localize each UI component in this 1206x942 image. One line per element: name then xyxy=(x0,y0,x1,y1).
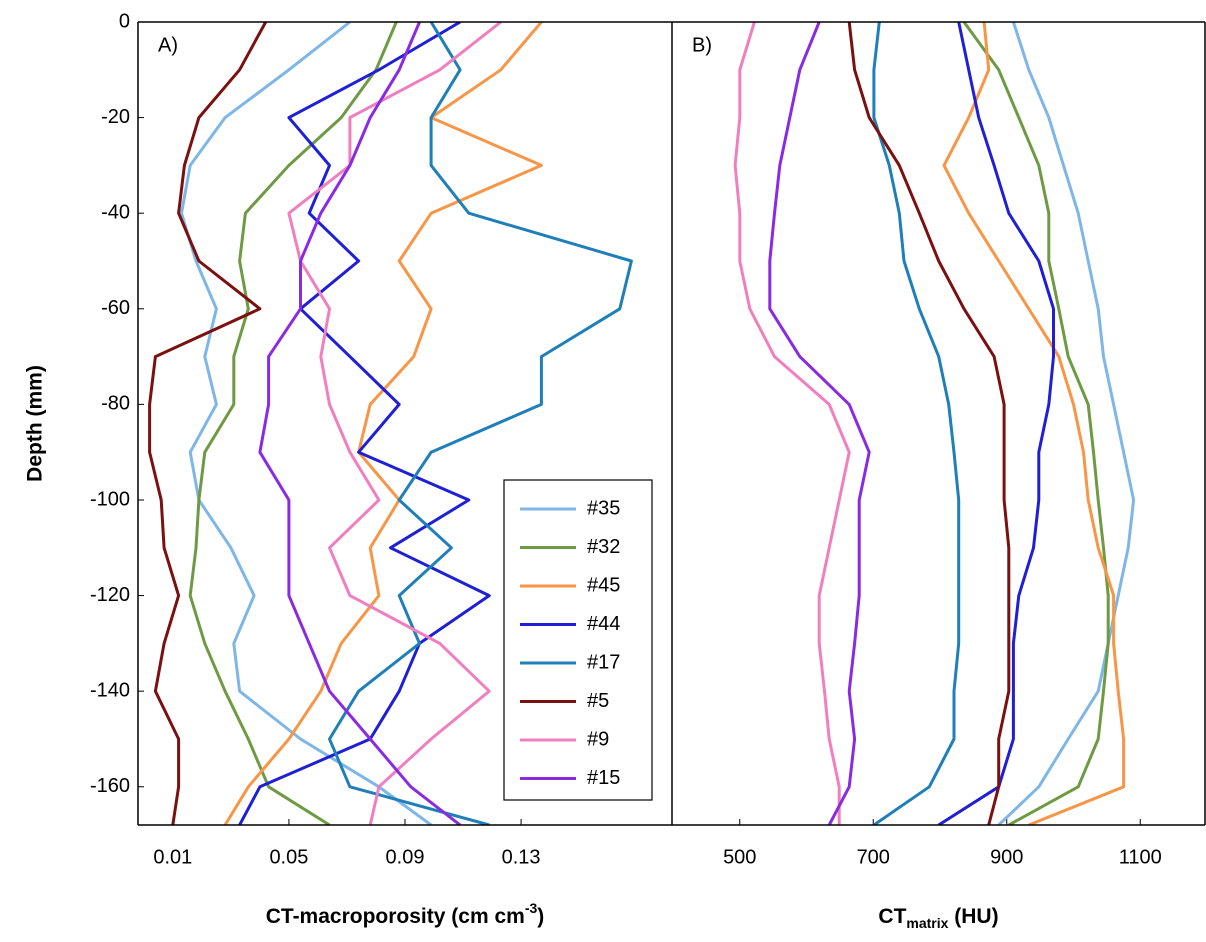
x-axis-label-part: matrix xyxy=(906,915,948,931)
series-line xyxy=(847,22,1011,825)
legend-label: #15 xyxy=(587,767,620,789)
y-tick-label: -60 xyxy=(101,297,130,319)
series-line xyxy=(258,22,462,825)
x-tick-label: 0.05 xyxy=(269,846,308,868)
x-tick-label: 0.13 xyxy=(502,846,541,868)
x-axis-label: CTmatrix (HU) xyxy=(878,905,998,931)
x-axis-label-part: ) xyxy=(537,905,544,928)
series-line xyxy=(188,22,398,825)
series-line xyxy=(997,22,1136,825)
x-tick-label: 700 xyxy=(857,846,890,868)
panel-label: A) xyxy=(158,34,178,56)
series-line xyxy=(962,22,1110,825)
series-line xyxy=(180,22,432,825)
series-line xyxy=(223,22,543,825)
y-tick-label: -140 xyxy=(90,679,130,701)
x-tick-label: 500 xyxy=(723,846,756,868)
series-line xyxy=(287,22,502,825)
y-tick-label: -20 xyxy=(101,106,130,128)
legend-label: #9 xyxy=(587,728,609,750)
y-tick-label: -40 xyxy=(101,201,130,223)
x-tick-label: 1100 xyxy=(1119,846,1162,868)
legend-label: #45 xyxy=(587,574,620,596)
x-tick-label: 900 xyxy=(990,846,1023,868)
series-line xyxy=(942,22,1126,825)
y-tick-label: 0 xyxy=(119,10,130,32)
x-axis-label-part: (HU) xyxy=(948,905,998,928)
series-line xyxy=(328,22,633,825)
x-axis-label-part: -3 xyxy=(525,900,538,916)
y-tick-label: -160 xyxy=(90,775,130,797)
legend: #35 #32 #45 #44 #17 #5 #9 #15 xyxy=(503,479,653,801)
x-axis-label-part: CT xyxy=(878,905,906,928)
legend-label: #5 xyxy=(587,690,609,712)
series-line xyxy=(937,22,1055,825)
y-tick-label: -80 xyxy=(101,393,130,415)
y-tick-label: -120 xyxy=(90,584,130,606)
x-tick-label: 0.09 xyxy=(386,846,425,868)
x-axis-label-part: CT-macroporosity (cm cm xyxy=(266,905,525,928)
series-line xyxy=(148,22,268,825)
legend-label: #35 xyxy=(587,497,620,519)
legend-label: #44 xyxy=(587,613,620,635)
series-line xyxy=(238,22,491,825)
series-line xyxy=(872,22,961,825)
legend-label: #17 xyxy=(587,651,620,673)
panel-label: B) xyxy=(692,34,712,56)
legend-label: #32 xyxy=(587,536,620,558)
plot-frame xyxy=(137,21,1206,826)
x-axis-label: CT-macroporosity (cm cm-3) xyxy=(266,900,545,928)
y-tick-label: -100 xyxy=(90,488,130,510)
legend-box xyxy=(503,479,653,801)
y-axis-label: Depth (mm) xyxy=(24,365,47,482)
series-line xyxy=(733,22,851,825)
series-line xyxy=(768,22,871,825)
x-tick-label: 0.01 xyxy=(153,846,192,868)
